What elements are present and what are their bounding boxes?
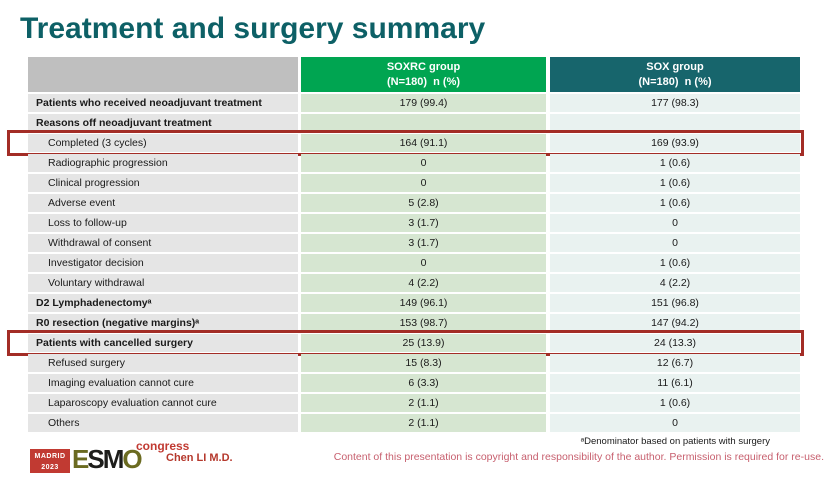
table-row: Others 2 (1.1) 0 [28,414,800,432]
row-label-cell: Refused surgery [28,354,298,372]
table-row: Refused surgery 15 (8.3) 12 (6.7) [28,354,800,372]
table-row: Voluntary withdrawal 4 (2.2) 4 (2.2) [28,274,800,292]
esmo-congress-logo: MADRID 2023 ESMO congress [28,438,228,478]
row-label-cell: Withdrawal of consent [28,234,298,252]
table-row: D2 Lymphadenectomyᵃ 149 (96.1) 151 (96.8… [28,294,800,312]
header-soxrc-group: SOXRC group (N=180) n (%) [301,57,546,92]
footnote-denominator: ᵃDenominator based on patients with surg… [580,436,770,447]
row-soxrc-value-cell: 3 (1.7) [301,234,546,252]
row-soxrc-value-cell: 6 (3.3) [301,374,546,392]
sox-group-n: (N=180) n (%) [638,75,712,88]
row-soxrc-value-cell: 149 (96.1) [301,294,546,312]
row-label-cell: D2 Lymphadenectomyᵃ [28,294,298,312]
header-sox-group: SOX group (N=180) n (%) [550,57,800,92]
soxrc-group-n: (N=180) n (%) [386,75,461,88]
row-sox-value-cell: 1 (0.6) [550,154,800,172]
row-soxrc-value-cell [301,114,546,132]
row-soxrc-value-cell: 0 [301,254,546,272]
table-row: Completed (3 cycles) 164 (91.1) 169 (93.… [7,130,804,156]
congress-label: congress [136,439,190,453]
row-label-cell: Completed (3 cycles) [28,134,298,152]
row-sox-value-cell: 177 (98.3) [550,94,800,112]
row-label-cell: Adverse event [28,194,298,212]
row-soxrc-value-cell: 153 (98.7) [301,314,546,332]
row-soxrc-value-cell: 4 (2.2) [301,274,546,292]
row-label-cell: Others [28,414,298,432]
row-sox-value-cell: 169 (93.9) [550,134,800,152]
row-label-cell: Imaging evaluation cannot cure [28,374,298,392]
row-soxrc-value-cell: 2 (1.1) [301,414,546,432]
esmo-logo-text: ESMO [72,444,143,474]
logo-year: 2023 [41,463,59,471]
row-soxrc-value-cell: 25 (13.9) [301,334,546,352]
table-rows: Patients who received neoadjuvant treatm… [7,94,804,432]
row-sox-value-cell: 0 [550,214,800,232]
row-sox-value-cell: 1 (0.6) [550,194,800,212]
row-sox-value-cell: 12 (6.7) [550,354,800,372]
table-row: Patients who received neoadjuvant treatm… [28,94,800,112]
table-row: Laparoscopy evaluation cannot cure 2 (1.… [28,394,800,412]
row-label-cell: Voluntary withdrawal [28,274,298,292]
row-sox-value-cell: 24 (13.3) [550,334,800,352]
row-soxrc-value-cell: 15 (8.3) [301,354,546,372]
row-soxrc-value-cell: 179 (99.4) [301,94,546,112]
row-label-cell: Clinical progression [28,174,298,192]
table-row: Clinical progression 0 1 (0.6) [28,174,800,192]
row-sox-value-cell: 151 (96.8) [550,294,800,312]
row-soxrc-value-cell: 5 (2.8) [301,194,546,212]
table-row: Radiographic progression 0 1 (0.6) [28,154,800,172]
row-sox-value-cell [550,114,800,132]
table-row: Patients with cancelled surgery 25 (13.9… [7,330,804,356]
row-label-cell: Reasons off neoadjuvant treatment [28,114,298,132]
table-row: Reasons off neoadjuvant treatment [28,114,800,132]
row-sox-value-cell: 0 [550,414,800,432]
row-sox-value-cell: 1 (0.6) [550,394,800,412]
row-soxrc-value-cell: 3 (1.7) [301,214,546,232]
row-label-cell: Patients who received neoadjuvant treatm… [28,94,298,112]
soxrc-group-name: SOXRC group [386,61,461,74]
row-soxrc-value-cell: 0 [301,174,546,192]
row-soxrc-value-cell: 0 [301,154,546,172]
row-label-cell: R0 resection (negative margins)ᵃ [28,314,298,332]
row-sox-value-cell: 11 (6.1) [550,374,800,392]
table-row: R0 resection (negative margins)ᵃ 153 (98… [28,314,800,332]
row-label-cell: Investigator decision [28,254,298,272]
table-row: Loss to follow-up 3 (1.7) 0 [28,214,800,232]
row-label-cell: Laparoscopy evaluation cannot cure [28,394,298,412]
row-label-cell: Loss to follow-up [28,214,298,232]
table-row: Imaging evaluation cannot cure 6 (3.3) 1… [28,374,800,392]
table-row: Withdrawal of consent 3 (1.7) 0 [28,234,800,252]
summary-table: SOXRC group (N=180) n (%) SOX group (N=1… [7,57,804,434]
row-label-cell: Patients with cancelled surgery [28,334,298,352]
logo-city: MADRID [34,453,66,460]
table-row: Adverse event 5 (2.8) 1 (0.6) [28,194,800,212]
table-header-row: SOXRC group (N=180) n (%) SOX group (N=1… [28,57,800,92]
row-sox-value-cell: 1 (0.6) [550,174,800,192]
row-sox-value-cell: 0 [550,234,800,252]
row-soxrc-value-cell: 164 (91.1) [301,134,546,152]
row-sox-value-cell: 147 (94.2) [550,314,800,332]
table-row: Investigator decision 0 1 (0.6) [28,254,800,272]
sox-group-name: SOX group [646,61,704,74]
row-sox-value-cell: 1 (0.6) [550,254,800,272]
presenter-name: Chen LI M.D. [166,452,233,464]
copyright-notice: Content of this presentation is copyrigh… [333,451,824,463]
madrid-2023-badge: MADRID 2023 [30,449,70,473]
row-label-cell: Radiographic progression [28,154,298,172]
header-empty-cell [28,57,298,92]
row-soxrc-value-cell: 2 (1.1) [301,394,546,412]
page-title: Treatment and surgery summary [20,12,486,45]
row-sox-value-cell: 4 (2.2) [550,274,800,292]
